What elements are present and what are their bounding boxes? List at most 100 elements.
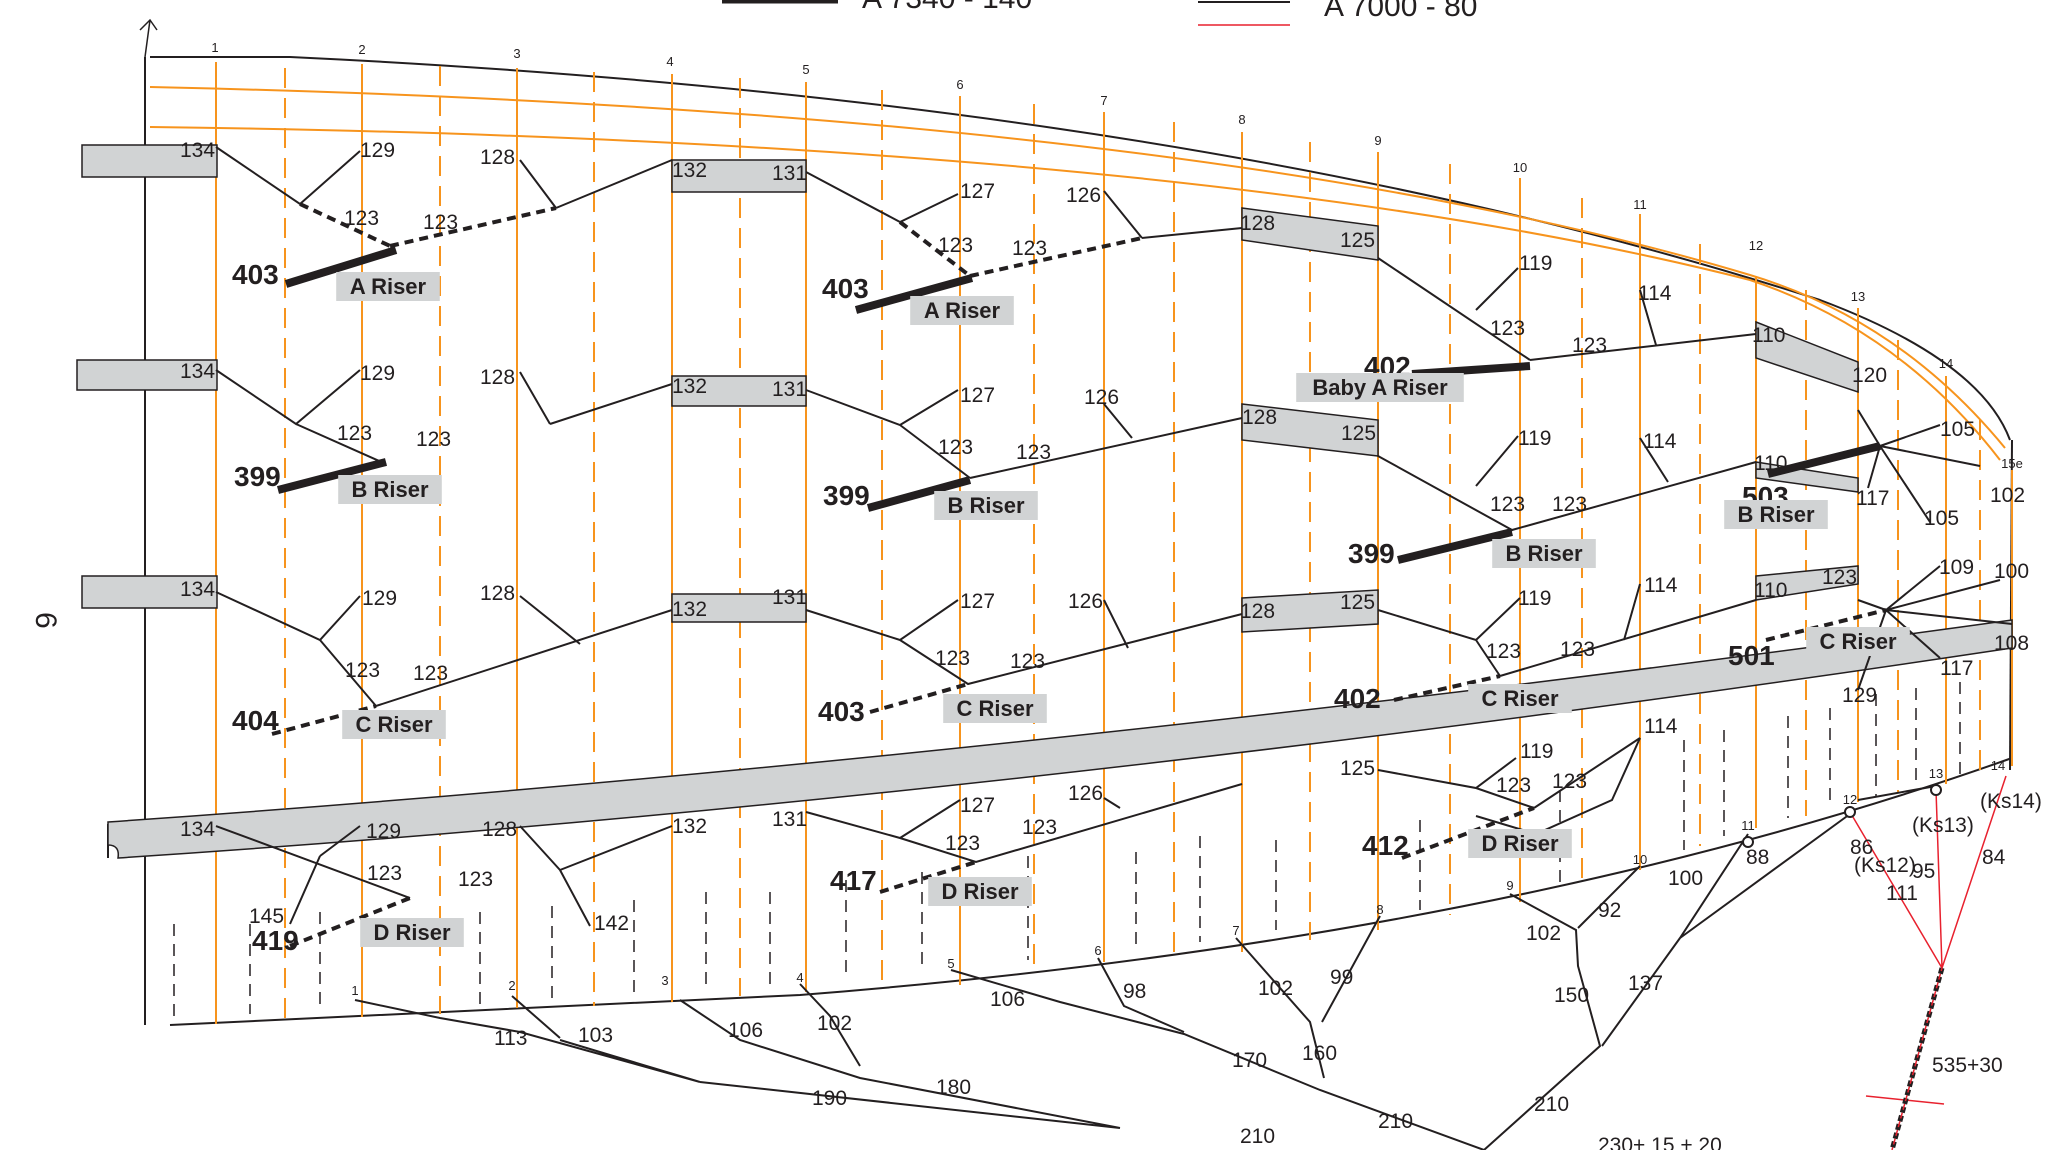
rib-number-bottom: 10 [1633,852,1647,867]
riser-label-box [934,491,1038,520]
rib-number-top: 13 [1851,289,1865,304]
riser-label: B Riser [1505,541,1582,566]
rib-number-top: 3 [513,46,520,61]
line-length-label: 117 [1940,657,1973,680]
brake-main-line [1889,967,1945,1151]
line-length-label: 131 [772,378,807,401]
line-length-label: 110 [1754,452,1787,475]
line-length-label: 110 [1754,579,1787,602]
riser-length-label: 403 [232,259,279,290]
rib-number-bottom: 4 [796,970,803,985]
line-length-label: 128 [480,582,515,605]
line-length-label: 126 [1068,590,1103,613]
line-length-label: 126 [1066,184,1101,207]
line-length-label: 142 [594,912,629,935]
line-length-label: 180 [936,1076,971,1099]
line-length-label: 131 [772,808,807,831]
line-length-label: 123 [345,659,380,682]
riser-label-box [342,710,446,739]
line-length-label: 108 [1994,632,2029,655]
line-length-label: 129 [362,587,397,610]
line-length-label: 128 [1240,212,1275,235]
line-length-label: 150 [1554,984,1589,1007]
riser-length-label: 501 [1728,640,1775,671]
line-length-label: 123 [1560,638,1595,661]
line-length-label: 160 [1302,1042,1337,1065]
line-length-label: 119 [1520,740,1553,763]
line-length-label: 123 [1490,317,1525,340]
riser-length-label: 399 [823,480,870,511]
rib-number-bottom: 7 [1232,923,1239,938]
rib-number-bottom: 12 [1843,792,1857,807]
riser-label: D Riser [1481,831,1558,856]
line-length-label: 95 [1912,860,1935,883]
legend-label-thin: A 7000 - 80 [1324,0,1477,23]
riser-label: B Riser [947,493,1024,518]
line-length-label: 170 [1232,1049,1267,1072]
riser-label: C Riser [355,712,432,737]
rib-number-top: 8 [1238,112,1245,127]
line-length-label: 100 [1994,560,2029,583]
riser-label: B Riser [351,477,428,502]
line-length-label: 123 [337,422,372,445]
line-length-label: 132 [672,375,707,398]
line-length-label: 105 [1940,418,1975,441]
riser-label-box [1806,627,1910,656]
line-length-label: 129 [360,139,395,162]
line-length-label: 134 [180,818,215,841]
riser-label-box [943,694,1047,723]
line-length-label: 132 [672,815,707,838]
line-length-label: 126 [1084,386,1119,409]
rib-number-bottom: 9 [1506,878,1513,893]
rib-number-bottom: 13 [1929,766,1943,781]
rib-number-bottom: 8 [1376,902,1383,917]
line-length-label: 123 [1490,493,1525,516]
line-length-label: 134 [180,139,215,162]
line-length-label: 110 [1752,324,1785,347]
line-length-label: 119 [1519,252,1552,275]
rib-number-top: 12 [1749,238,1763,253]
riser-label: D Riser [373,920,450,945]
line-length-label: (Ks12) [1854,854,1916,877]
line-length-label: 132 [672,598,707,621]
line-length-label: 131 [772,162,807,185]
attachment-dashes [271,202,1887,948]
line-length-label: 123 [1552,770,1587,793]
line-length-label: 98 [1123,980,1146,1003]
line-length-label: 127 [960,180,995,203]
line-length-label: 111 [1886,882,1918,905]
line-length-label: 210 [1534,1093,1569,1116]
line-length-label: 127 [960,590,995,613]
line-length-label: 114 [1644,715,1678,738]
riser-label-box [1724,500,1828,529]
riser-length-label: 403 [818,696,865,727]
node-circles [1742,784,1942,848]
grey-tapes [76,144,2013,859]
line-length-label: 102 [817,1012,852,1035]
line-length-label: 119 [1518,427,1551,450]
rib-number-bottom: 11 [1741,818,1755,833]
line-length-label: 119 [1518,587,1551,610]
riser-label: A Riser [350,274,427,299]
line-length-label: 129 [1842,684,1877,707]
leading-edge-lines [149,86,2006,461]
line-length-label: 99 [1330,966,1353,989]
line-length-label: 126 [1068,782,1103,805]
line-length-label: 128 [480,146,515,169]
line-length-label: 134 [180,578,215,601]
line-length-label: 113 [494,1027,527,1050]
line-length-label: 128 [1240,600,1275,623]
line-length-label: 123 [416,428,451,451]
riser-length-label: 403 [822,273,869,304]
riser-length-label: 404 [232,705,279,736]
line-length-label: 114 [1638,282,1672,305]
line-length-label: 125 [1340,757,1375,780]
riser-length-label: 402 [1334,683,1381,714]
line-length-label: 190 [812,1087,847,1110]
rib-number-top: 4 [666,54,673,69]
line-length-label: 128 [480,366,515,389]
line-length-label: 123 [1486,640,1521,663]
line-length-label: 86 [1850,836,1873,859]
